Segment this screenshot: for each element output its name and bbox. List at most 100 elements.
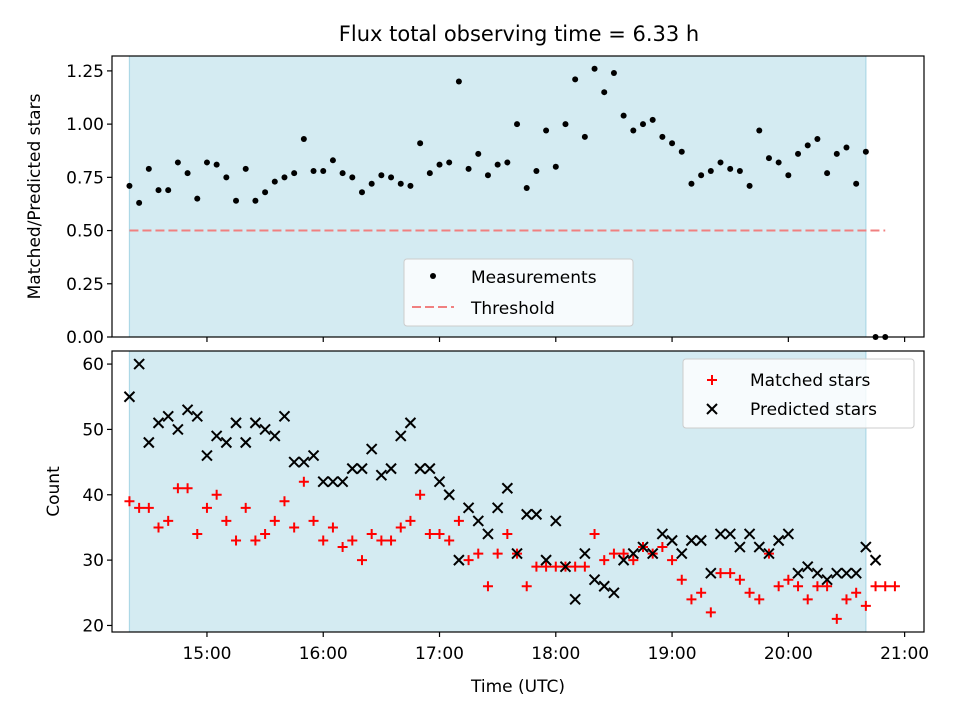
measurement-point [436, 161, 443, 168]
predicted-star-point [307, 449, 320, 462]
predicted-star-point [714, 528, 727, 540]
matched-star-point [550, 561, 561, 572]
matched-star-point [754, 594, 765, 605]
measurement-point [523, 184, 530, 191]
predicted-star-point [143, 436, 155, 449]
predicted-star-point [598, 580, 610, 592]
matched-star-point [347, 535, 358, 546]
legend-marker-measurements [430, 273, 436, 279]
matched-star-point [473, 548, 484, 559]
measurement-point [688, 180, 695, 187]
matched-star-point [541, 561, 552, 572]
x-tick-label: 17:00 [415, 644, 464, 664]
matched-star-point [308, 515, 319, 526]
predicted-star-point [462, 502, 475, 514]
y-tick-label: 40 [82, 486, 104, 506]
matched-star-point [531, 561, 542, 572]
predicted-star-point [123, 391, 136, 403]
x-tick-label: 21:00 [880, 644, 929, 664]
matched-star-point [318, 535, 329, 546]
measurement-point [824, 170, 831, 177]
predicted-star-point [734, 541, 746, 553]
matched-star-point [269, 515, 280, 526]
predicted-star-point [220, 436, 233, 449]
y-tick-label: 1.00 [66, 115, 104, 135]
predicted-star-point [579, 547, 591, 560]
legend-box [682, 358, 915, 429]
matched-star-point [415, 489, 426, 500]
matched-star-point [192, 528, 203, 539]
measurement-point [252, 197, 259, 204]
measurement-point [814, 136, 821, 143]
matched-star-point [172, 483, 183, 494]
predicted-star-point [491, 502, 504, 514]
predicted-star-point [540, 554, 552, 566]
predicted-star-point [811, 567, 824, 579]
predicted-star-point [743, 528, 756, 540]
matched-star-point [618, 548, 629, 559]
matched-star-point [705, 607, 716, 618]
predicted-star-point [772, 534, 785, 547]
predicted-star-point [724, 528, 736, 540]
measurement-point [649, 116, 656, 123]
predicted-star-point [860, 541, 872, 553]
legend-label-measurements: Measurements [471, 268, 597, 288]
matched-star-point [570, 561, 581, 572]
predicted-star-point [821, 574, 833, 586]
matched-star-point [376, 535, 387, 546]
predicted-star-point [443, 489, 455, 501]
predicted-star-point [627, 547, 640, 560]
predicted-star-point [511, 547, 523, 560]
predicted-star-point [133, 358, 145, 370]
predicted-star-point [327, 475, 339, 488]
predicted-star-point [424, 462, 436, 475]
matched-star-point [366, 528, 377, 539]
matched-star-point [521, 581, 532, 592]
matched-star-point [211, 489, 222, 500]
matched-star-point [356, 555, 367, 566]
measurement-point [126, 182, 133, 189]
predicted-star-point [869, 554, 882, 566]
legend-label-predicted: Predicted stars [750, 400, 877, 420]
predicted-star-point [840, 567, 853, 579]
x-tick-label: 16:00 [299, 644, 348, 664]
matched-star-point [579, 561, 590, 572]
matched-star-point [589, 528, 600, 539]
predicted-star-point [521, 508, 533, 521]
legend-box [403, 258, 634, 327]
matched-star-point [482, 581, 493, 592]
matched-star-point [444, 535, 455, 546]
matched-star-point [889, 581, 900, 592]
matched-star-point [831, 613, 842, 624]
predicted-star-point [802, 560, 814, 573]
predicted-star-point [608, 587, 620, 599]
matched-star-point [298, 476, 309, 487]
predicted-star-point [230, 417, 242, 429]
measurement-point [785, 172, 792, 179]
measurement-point [291, 170, 298, 177]
matched-star-point [424, 528, 435, 539]
measurement-point [165, 187, 172, 194]
matched-star-point [124, 496, 135, 507]
x-tick-label: 15:00 [182, 644, 231, 664]
measurement-point [358, 189, 365, 196]
measurement-point [659, 133, 666, 140]
matched-star-point [221, 515, 232, 526]
measurement-point [203, 159, 210, 166]
predicted-star-point [753, 541, 765, 553]
measurement-point [552, 163, 559, 170]
measurement-point [707, 167, 714, 174]
matched-star-point [793, 581, 804, 592]
predicted-star-point [298, 456, 310, 468]
measurement-point [329, 157, 336, 164]
measurement-point [775, 159, 782, 166]
measurement-point [572, 76, 579, 83]
x-tick-label: 19:00 [648, 644, 697, 664]
matched-star-point [696, 587, 707, 598]
matched-star-point [783, 574, 794, 585]
predicted-star-point [152, 417, 165, 429]
predicted-star-point [288, 456, 300, 468]
matched-star-point [337, 542, 348, 553]
measurement-point [300, 136, 307, 143]
